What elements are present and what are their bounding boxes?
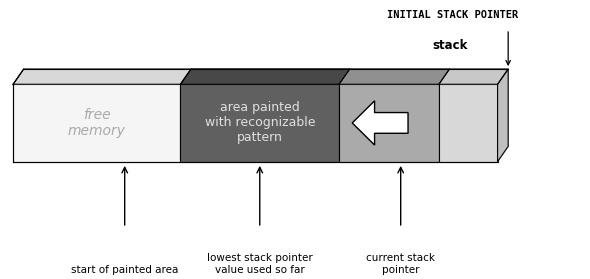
Polygon shape [339,69,450,84]
Text: free
memory: free memory [68,108,126,138]
FancyBboxPatch shape [439,84,497,162]
Text: INITIAL STACK POINTER: INITIAL STACK POINTER [387,10,518,20]
Text: area painted
with recognizable
pattern: area painted with recognizable pattern [205,102,315,145]
Polygon shape [497,69,508,162]
FancyBboxPatch shape [339,84,439,162]
FancyBboxPatch shape [13,84,181,162]
FancyBboxPatch shape [181,84,339,162]
Text: lowest stack pointer
value used so far: lowest stack pointer value used so far [207,253,313,275]
Polygon shape [181,69,350,84]
Polygon shape [13,69,191,84]
Polygon shape [439,69,508,84]
Polygon shape [352,101,408,145]
Text: stack: stack [433,40,468,52]
Text: current stack
pointer: current stack pointer [366,253,435,275]
Text: start of painted area: start of painted area [71,265,178,275]
